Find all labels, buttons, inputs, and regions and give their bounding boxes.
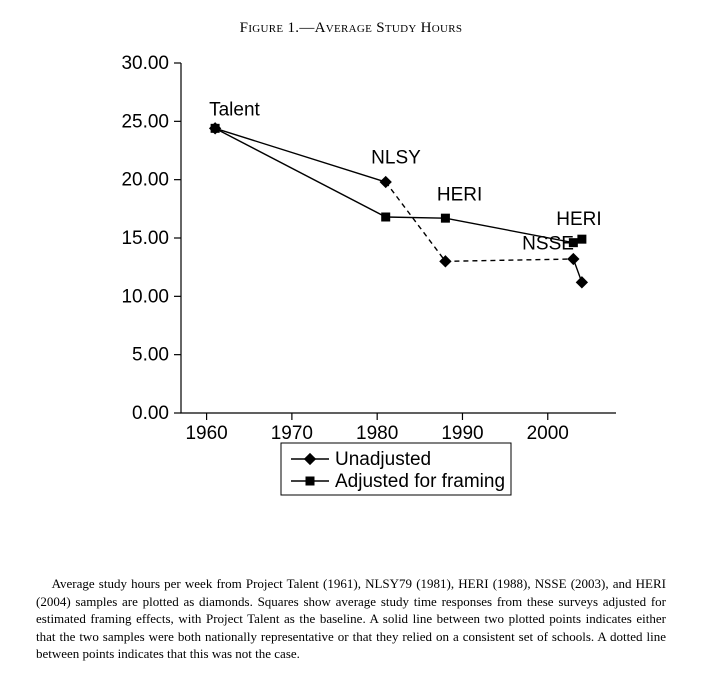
svg-text:Talent: Talent [209, 100, 260, 121]
chart-container: 0.00 5.00 10.00 15.00 20.00 25.00 30.00 1960 197… [30, 43, 672, 565]
svg-text:1990: 1990 [441, 423, 483, 444]
svg-text:NSSE: NSSE [522, 234, 574, 255]
svg-text:2000: 2000 [527, 423, 569, 444]
svg-text:25.00: 25.00 [121, 111, 169, 132]
svg-text:HERI: HERI [556, 209, 601, 230]
svg-text:10.00: 10.00 [121, 286, 169, 307]
svg-text:5.00: 5.00 [132, 345, 169, 366]
svg-text:30.00: 30.00 [121, 53, 169, 74]
svg-text:1970: 1970 [271, 423, 313, 444]
svg-text:Unadjusted: Unadjusted [335, 449, 431, 470]
svg-text:0.00: 0.00 [132, 403, 169, 424]
svg-text:NLSY: NLSY [371, 147, 421, 168]
svg-text:1960: 1960 [185, 423, 227, 444]
svg-text:Adjusted for framing: Adjusted for framing [335, 471, 505, 492]
figure-title: Figure 1.—Average Study Hours [30, 20, 672, 37]
figure-caption: Average study hours per week from Projec… [36, 575, 666, 663]
svg-text:1980: 1980 [356, 423, 398, 444]
study-hours-chart: 0.00 5.00 10.00 15.00 20.00 25.00 30.00 1960 197… [71, 43, 631, 565]
svg-text:15.00: 15.00 [121, 228, 169, 249]
svg-text:HERI: HERI [437, 185, 482, 206]
svg-text:20.00: 20.00 [121, 170, 169, 191]
